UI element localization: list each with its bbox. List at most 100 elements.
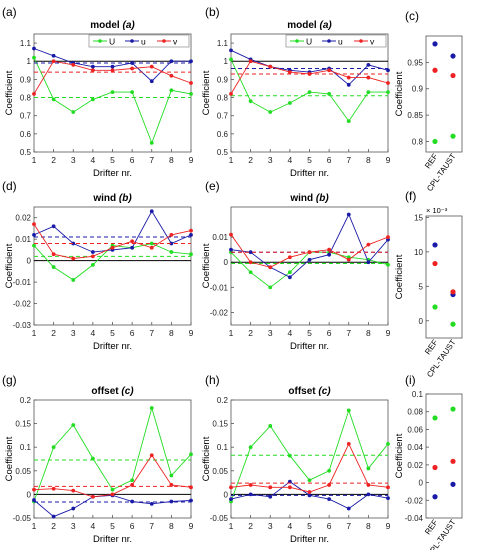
data-point-v (189, 485, 193, 490)
data-point-U (450, 133, 456, 139)
data-point-v (229, 232, 233, 237)
y-axis-label: Coefficient (394, 433, 405, 478)
data-point-U (51, 445, 56, 450)
data-point-u (51, 53, 56, 58)
x-tick-label: 1 (32, 155, 37, 165)
y-tick-label: 0.1 (20, 443, 32, 452)
data-point-U (327, 468, 332, 473)
data-point-u (346, 212, 351, 217)
y-tick-label: 1.1 (217, 39, 229, 48)
data-point-U (189, 452, 193, 457)
x-tick-label: 5 (110, 155, 115, 165)
y-tick-label: 0.6 (20, 130, 32, 139)
plot-area (230, 399, 389, 519)
data-point-v (90, 68, 95, 73)
y-tick-label: 0 (27, 257, 32, 266)
data-point-u (287, 275, 292, 280)
x-tick-label: 9 (386, 155, 391, 165)
panel-label: (c) (405, 9, 419, 23)
x-tick-label: 2 (248, 328, 253, 338)
legend-marker-u (130, 39, 134, 43)
y-tick-label: 0.85 (407, 111, 423, 120)
data-point-u (327, 497, 332, 502)
data-point-v (386, 235, 390, 240)
chart-title: model (a) (90, 20, 135, 31)
y-axis-label: Coefficient (394, 254, 405, 299)
plot-area (425, 393, 463, 519)
data-point-U (149, 241, 154, 246)
chart-title: offset (c) (91, 386, 134, 397)
y-tick-label: 1.1 (20, 39, 32, 48)
data-point-v (432, 260, 438, 267)
x-tick-label: 2 (51, 328, 56, 338)
x-tick-label: 4 (91, 521, 96, 531)
y-tick-label: 0.2 (217, 396, 229, 405)
x-tick-label: 5 (307, 155, 312, 165)
data-point-v (149, 64, 154, 69)
x-tick-label: 3 (268, 521, 273, 531)
data-point-u (386, 496, 390, 501)
chart-title-symbol: (c) (121, 386, 134, 397)
x-tick-label: 1 (229, 328, 234, 338)
y-tick-label: 0 (419, 479, 424, 488)
data-point-v (307, 490, 312, 494)
plot-area (33, 206, 192, 326)
chart-title-text: model (287, 20, 317, 31)
data-point-v (229, 485, 233, 490)
y-tick-label: -0.02 (13, 300, 32, 309)
data-point-u (149, 209, 154, 214)
panel-label: (g) (2, 373, 17, 387)
y-tick-label: -0.02 (405, 496, 424, 505)
data-point-u (189, 232, 193, 237)
legend-entry-u: u (338, 37, 343, 47)
data-point-u (169, 241, 174, 246)
chart-panel-i: (i) -0.04 -0.02 0 0.02 0.04 0.06 0.08 0.1 Coeffic… (394, 373, 463, 550)
data-point-v (71, 256, 76, 261)
data-point-v (366, 483, 371, 487)
y-tick-label: -0.05 (210, 514, 229, 523)
data-point-v (346, 441, 351, 446)
y-tick-label: 0.7 (217, 112, 229, 121)
data-point-u (268, 494, 273, 499)
y-axis-label: Coefficient (201, 436, 212, 481)
data-point-v (287, 485, 292, 490)
data-point-U (248, 270, 253, 275)
x-tick-label: 4 (91, 155, 96, 165)
x-tick-label: 8 (366, 328, 371, 338)
x-tick-label: 8 (169, 328, 174, 338)
data-point-u (327, 252, 332, 257)
legend-entry-v: v (370, 37, 375, 47)
chart-panel-h: (h) -0.05 0 0.05 0.1 0.15 0.2 Coefficient 1 2 3 4 5 6… (201, 373, 391, 545)
y-tick-label: 0 (224, 490, 229, 499)
x-axis-label: Drifter nr. (93, 168, 132, 179)
x-axis-label: Drifter nr. (93, 534, 132, 545)
y-tick-label: 0.9 (217, 75, 229, 84)
data-point-U (169, 250, 174, 254)
data-point-U (287, 101, 292, 105)
x-tick-label: 8 (169, 521, 174, 531)
data-point-U (248, 99, 253, 104)
data-point-u (432, 494, 438, 500)
legend-entry-u: u (141, 37, 146, 47)
data-point-u (307, 493, 312, 498)
x-tick-label: 7 (149, 521, 154, 531)
y-tick-label: 1 (27, 57, 32, 66)
data-point-v (386, 81, 390, 85)
data-point-u (366, 492, 371, 497)
y-tick-label: 0 (27, 490, 32, 499)
data-point-v (432, 464, 438, 471)
data-point-v (327, 68, 332, 73)
data-point-v (169, 232, 174, 237)
data-point-U (32, 243, 36, 248)
data-point-u (32, 46, 36, 51)
data-point-u (32, 498, 36, 502)
data-point-U (432, 415, 438, 421)
data-point-v (268, 265, 273, 270)
x-tick-label: 2 (51, 521, 56, 531)
data-point-v (51, 252, 56, 257)
x-tick-label: 9 (189, 155, 194, 165)
data-point-v (346, 257, 351, 262)
y-tick-label: 0.1 (217, 443, 229, 452)
